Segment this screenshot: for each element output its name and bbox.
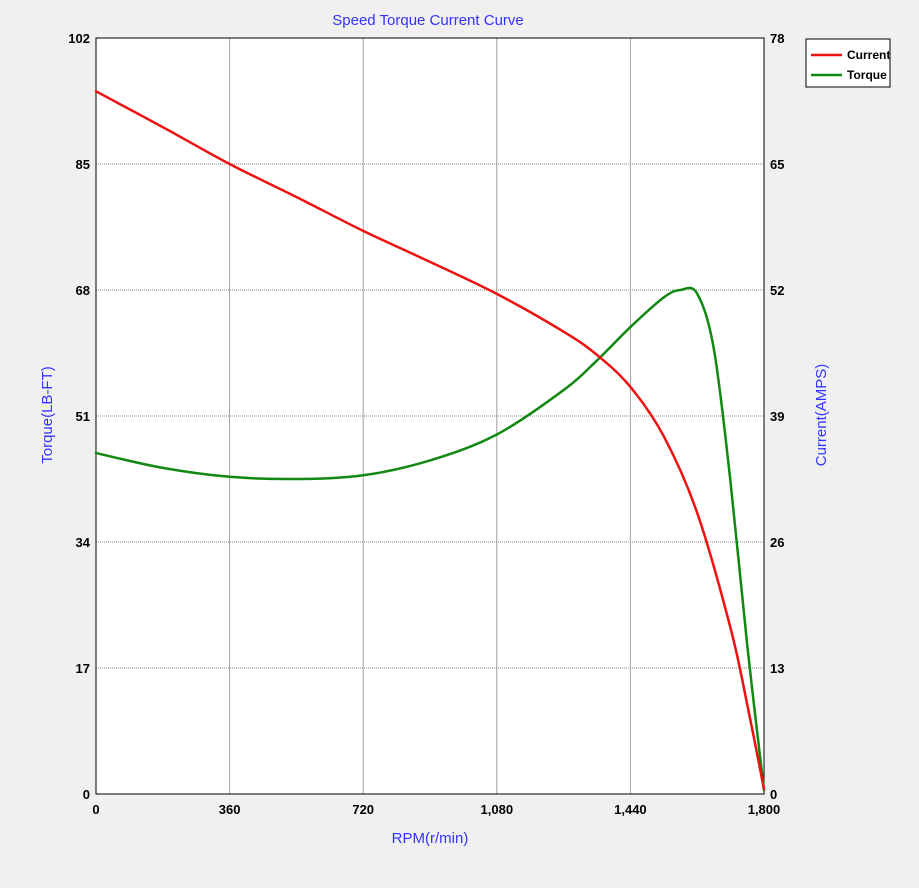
y-left-axis-title: Torque(LB-FT)	[39, 366, 56, 464]
x-axis-title: RPM(r/min)	[392, 830, 469, 847]
y-right-axis-ticks: 0 13 26 39 52 65 78	[770, 31, 784, 802]
y-left-tick-label: 102	[68, 31, 90, 46]
y-left-tick-label: 51	[76, 409, 90, 424]
y-left-tick-label: 34	[76, 535, 91, 550]
y-left-tick-label: 17	[76, 661, 90, 676]
x-tick-label: 1,440	[614, 802, 647, 817]
y-right-tick-label: 65	[770, 157, 784, 172]
y-right-tick-label: 0	[770, 787, 777, 802]
y-right-tick-label: 13	[770, 661, 784, 676]
legend-torque-label: Torque	[847, 68, 887, 82]
series-line-torque	[94, 286, 766, 792]
y-right-tick-label: 26	[770, 535, 784, 550]
x-tick-label: 1,800	[748, 802, 781, 817]
y-right-axis-title: Current(AMPS)	[813, 364, 830, 467]
y-right-tick-label: 78	[770, 31, 784, 46]
y-left-axis-ticks: 0 17 34 51 68 85 102	[68, 31, 90, 802]
y-left-tick-label: 85	[76, 157, 90, 172]
series-lines	[94, 90, 766, 792]
x-tick-label: 720	[352, 802, 374, 817]
y-right-tick-label: 52	[770, 283, 784, 298]
legend: Current Torque	[805, 38, 891, 88]
plot-frame	[95, 37, 765, 795]
series-line-current	[94, 90, 766, 791]
y-left-tick-label: 0	[83, 787, 90, 802]
legend-box	[805, 38, 891, 88]
x-tick-label: 360	[219, 802, 241, 817]
legend-current-label: Current	[847, 48, 890, 62]
chart-title: Speed Torque Current Curve	[332, 12, 524, 29]
y-left-tick-label: 68	[76, 283, 90, 298]
x-tick-label: 0	[92, 802, 99, 817]
x-tick-label: 1,080	[481, 802, 514, 817]
y-right-tick-label: 39	[770, 409, 784, 424]
x-axis-ticks: 0 360 720 1,080 1,440 1,800	[92, 802, 780, 817]
